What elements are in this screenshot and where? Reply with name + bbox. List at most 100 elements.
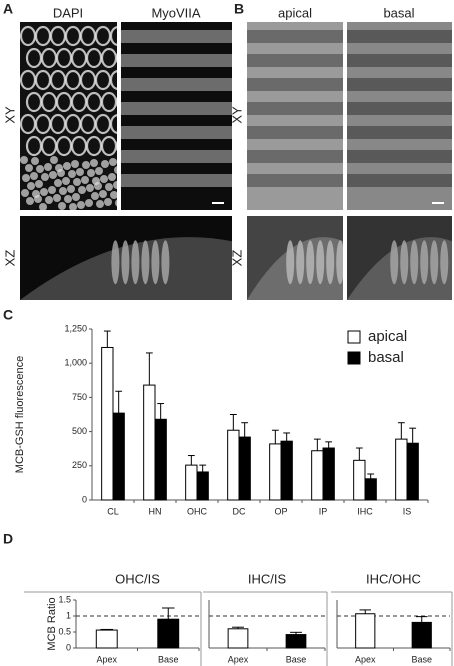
nucleus: [53, 194, 61, 202]
nucleus: [21, 189, 29, 197]
nucleus: [40, 188, 48, 196]
cell: [109, 113, 117, 135]
band: [347, 102, 452, 115]
texture: [20, 237, 232, 300]
band: [121, 126, 232, 139]
texture: [121, 30, 232, 187]
nucleus: [72, 193, 80, 201]
band: [247, 102, 343, 115]
nucleus: [71, 160, 79, 168]
cell: [390, 240, 399, 285]
column-label: DAPI: [53, 5, 83, 20]
nucleus: [45, 196, 53, 204]
nucleus: [41, 173, 49, 181]
error-bar: [157, 403, 165, 420]
error-bar: [161, 607, 175, 620]
nucleus: [96, 200, 104, 208]
nucleus: [99, 190, 107, 198]
band: [247, 30, 343, 43]
nucleus: [22, 174, 30, 182]
cell: [336, 240, 343, 285]
row-label: XZ: [229, 250, 244, 267]
error-bar: [325, 441, 333, 449]
nucleus: [36, 165, 44, 173]
bar: [322, 447, 335, 501]
band: [247, 174, 343, 187]
nucleus: [115, 199, 117, 207]
error-bar: [313, 438, 321, 451]
subplot-title: IHC/IS: [248, 571, 287, 586]
band: [247, 54, 343, 67]
nucleus: [113, 181, 117, 189]
column-label: MyoVIIA: [151, 5, 200, 20]
cell: [111, 240, 120, 285]
x-tick-label: Base: [286, 654, 307, 664]
bar: [154, 418, 167, 501]
cell: [131, 240, 140, 285]
row-label: XY: [229, 106, 244, 124]
error-bar: [415, 616, 428, 623]
nucleus: [54, 179, 62, 187]
nucleus: [35, 180, 43, 188]
y-tick-label: 250: [72, 460, 87, 470]
legend-label: basal: [368, 349, 404, 366]
x-tick-label: Base: [411, 654, 432, 664]
cell: [121, 240, 130, 285]
nucleus: [104, 198, 112, 206]
error-bar: [271, 429, 279, 444]
cell: [109, 69, 117, 91]
subplot-title: IHC/OHC: [366, 571, 421, 586]
column-label: apical: [278, 5, 312, 20]
bar: [227, 429, 240, 501]
error-bar: [145, 352, 153, 386]
nucleus: [101, 160, 109, 168]
nucleus: [114, 166, 117, 174]
cell: [141, 240, 150, 285]
bar: [143, 384, 156, 501]
x-tick-label: IS: [403, 506, 412, 516]
bar: [364, 478, 377, 501]
nucleus: [31, 157, 39, 165]
x-tick-label: IHC: [357, 506, 373, 516]
nucleus: [67, 185, 75, 193]
band: [121, 30, 232, 43]
x-tick-label: IP: [319, 506, 328, 516]
error-bar: [187, 455, 195, 466]
error-bar: [232, 626, 244, 629]
tissue: [347, 237, 452, 300]
bar: [285, 634, 307, 649]
bar: [101, 346, 114, 501]
nucleus: [108, 173, 116, 181]
column-label: basal: [383, 5, 414, 20]
nucleus: [105, 183, 113, 191]
bar: [196, 471, 209, 501]
error-bar: [359, 609, 372, 614]
nucleus: [73, 178, 81, 186]
bar: [95, 629, 118, 649]
bar: [269, 443, 282, 501]
y-axis-label: MCB-GSH fluorescence: [14, 356, 26, 473]
panel-letter: B: [234, 1, 244, 17]
error-bar: [367, 473, 375, 479]
error-bar: [100, 628, 114, 631]
band: [347, 54, 452, 67]
nucleus: [86, 184, 94, 192]
nucleus: [110, 191, 117, 199]
nucleus: [62, 177, 70, 185]
nucleus: [90, 159, 98, 167]
nucleus: [50, 156, 58, 164]
error-bar: [283, 432, 291, 442]
bar: [112, 412, 125, 501]
y-tick-label: 750: [72, 392, 87, 402]
cell: [430, 240, 439, 285]
legend-swatch: [347, 351, 361, 365]
band: [121, 78, 232, 91]
band: [121, 102, 232, 115]
x-tick-label: Base: [158, 654, 179, 664]
bar: [411, 621, 432, 649]
nucleus: [26, 197, 34, 205]
nucleus: [81, 176, 89, 184]
bar: [157, 618, 180, 649]
texture: [247, 30, 343, 187]
